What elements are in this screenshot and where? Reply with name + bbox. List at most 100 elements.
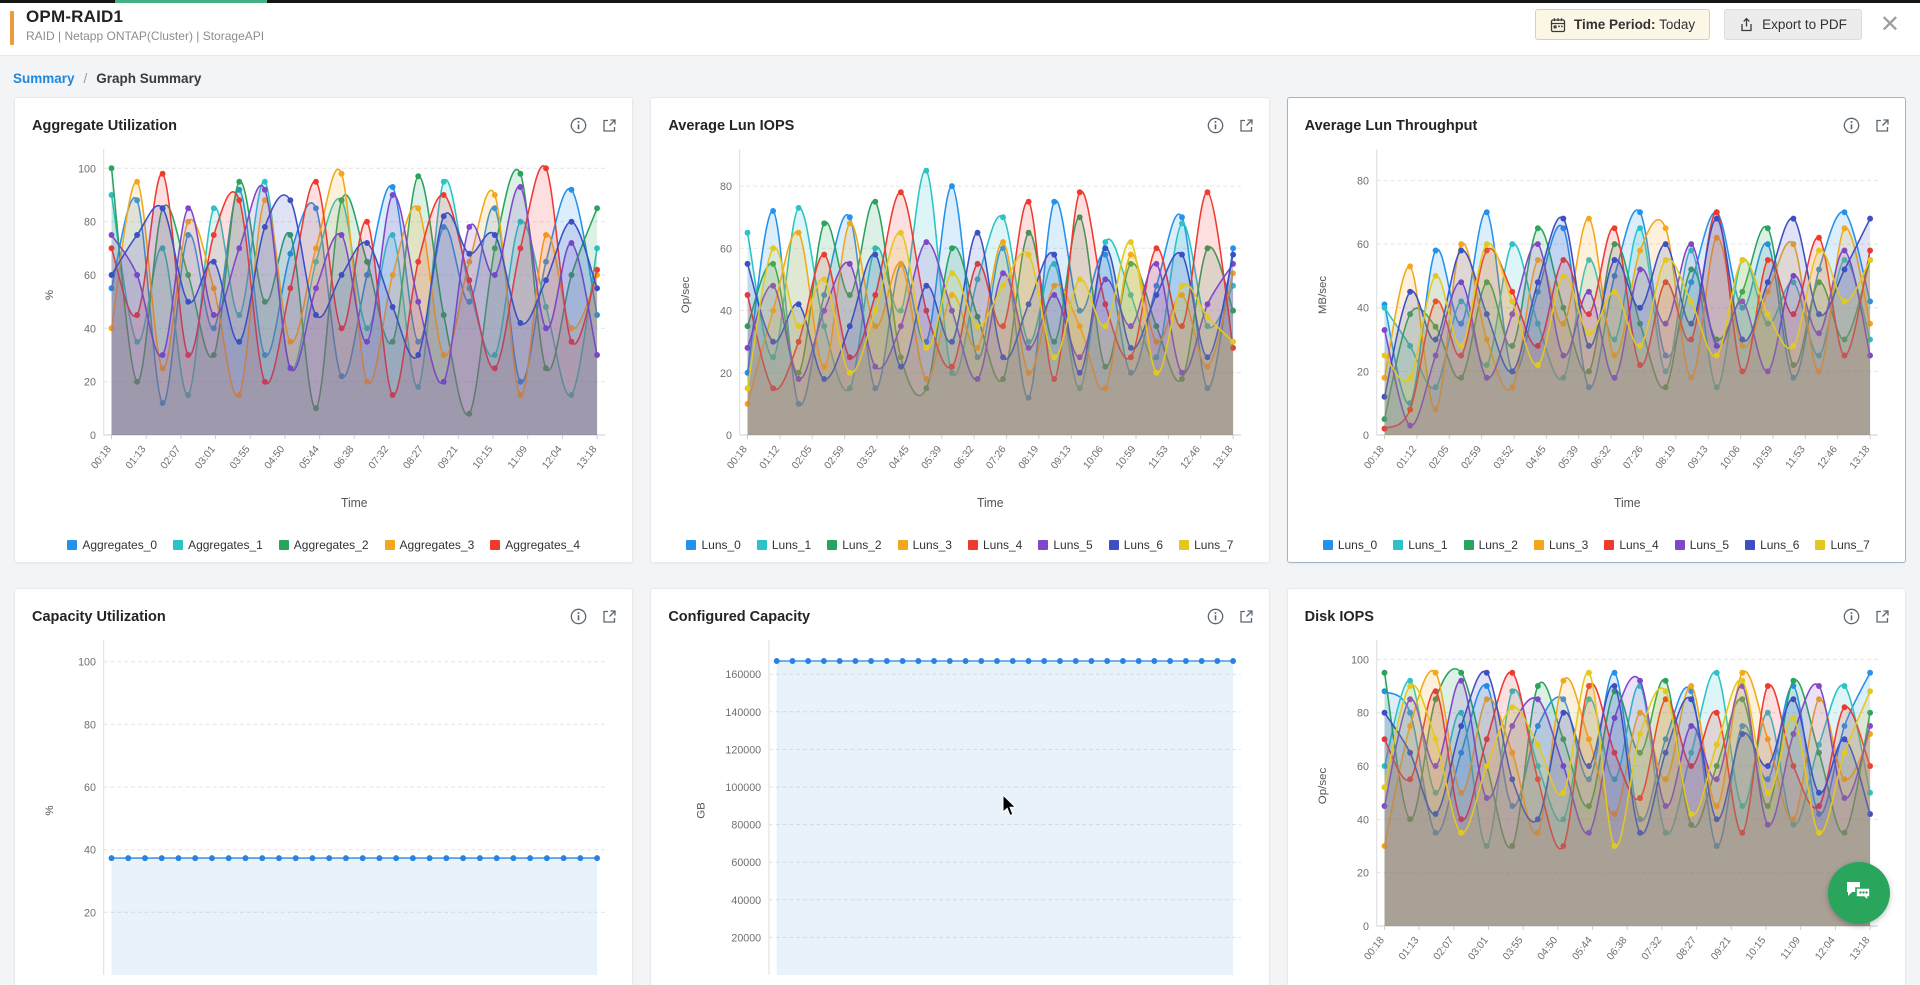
svg-text:07:32: 07:32 <box>1640 935 1664 963</box>
svg-text:09:13: 09:13 <box>1686 444 1710 472</box>
device-header: OPM-RAID1 RAID | Netapp ONTAP(Cluster) |… <box>0 0 1920 56</box>
svg-text:08:19: 08:19 <box>1654 444 1678 472</box>
svg-text:20000: 20000 <box>732 932 762 944</box>
svg-text:01:12: 01:12 <box>758 444 782 472</box>
svg-text:03:01: 03:01 <box>194 444 218 472</box>
svg-text:00:18: 00:18 <box>90 444 114 472</box>
info-icon[interactable] <box>570 608 587 625</box>
chart-canvas[interactable]: 0 20 40 60 80 100 00:18 01:13 02:07 03:01 03:55 04:… <box>15 140 632 532</box>
svg-text:12:04: 12:04 <box>540 444 564 472</box>
legend-item-Luns_6[interactable]: Luns_6 <box>1745 538 1799 552</box>
progress-segment <box>115 0 267 3</box>
svg-text:%: % <box>44 805 56 815</box>
legend-item-Luns_0[interactable]: Luns_0 <box>686 538 741 552</box>
svg-text:00:18: 00:18 <box>1362 935 1386 963</box>
chart-canvas[interactable]: 0 20 40 60 80 00:18 01:12 02:05 02:59 03:52 04:45 0… <box>1288 140 1905 532</box>
legend-item-Luns_3[interactable]: Luns_3 <box>1533 538 1588 552</box>
svg-text:03:01: 03:01 <box>1466 935 1490 963</box>
svg-text:03:55: 03:55 <box>228 444 252 472</box>
svg-text:0: 0 <box>726 430 732 442</box>
breadcrumb-current: Graph Summary <box>96 71 202 86</box>
svg-text:11:09: 11:09 <box>1779 935 1803 962</box>
svg-text:80: 80 <box>84 719 96 731</box>
svg-text:60: 60 <box>84 782 96 794</box>
chart-canvas[interactable]: 0 20 40 60 80 00:18 01:12 02:05 02:59 03:52 04:45 0… <box>651 140 1268 532</box>
chat-button[interactable] <box>1828 862 1890 924</box>
panel-capacity-utilization: Capacity Utilization 20 40 60 80 100% <box>14 588 634 985</box>
svg-text:13:18: 13:18 <box>1211 444 1235 472</box>
legend-item-Luns_6[interactable]: Luns_6 <box>1108 538 1163 552</box>
svg-text:05:39: 05:39 <box>1556 444 1580 472</box>
svg-text:03:52: 03:52 <box>1492 444 1516 472</box>
legend-item-Luns_0[interactable]: Luns_0 <box>1322 538 1377 552</box>
chart-legend: Luns_0 Luns_1 Luns_2 Luns_3 Luns_4 Luns_5 Luns… <box>651 532 1268 558</box>
svg-text:09:21: 09:21 <box>436 444 460 472</box>
chart-legend: Luns_0 Luns_1 Luns_2 Luns_3 Luns_4 Luns_5 Luns… <box>1288 532 1905 558</box>
close-icon[interactable]: ✕ <box>1879 10 1900 38</box>
svg-text:MB/sec: MB/sec <box>1317 276 1329 315</box>
chart-canvas[interactable]: 20000 40000 60000 80000 100000 120000 140000 16… <box>651 631 1268 985</box>
svg-text:80: 80 <box>1357 708 1369 720</box>
svg-text:20: 20 <box>1357 366 1369 378</box>
info-icon[interactable] <box>1843 117 1860 134</box>
svg-text:11:53: 11:53 <box>1147 444 1171 471</box>
svg-text:20: 20 <box>84 377 96 389</box>
legend-item-Luns_2[interactable]: Luns_2 <box>1463 538 1518 552</box>
breadcrumb-summary-link[interactable]: Summary <box>13 71 75 86</box>
time-period-button[interactable]: Time Period: Today <box>1535 9 1711 40</box>
panel-average-lun-throughput: Average Lun Throughput 0 20 40 60 80 00:18 01:… <box>1286 97 1906 563</box>
legend-item-Aggregates_0[interactable]: Aggregates_0 <box>67 538 157 552</box>
export-to-pdf-button[interactable]: Export to PDF <box>1724 9 1862 40</box>
svg-text:06:38: 06:38 <box>332 444 356 472</box>
legend-item-Luns_7[interactable]: Luns_7 <box>1179 538 1233 552</box>
open-in-new-icon[interactable] <box>601 608 618 625</box>
legend-item-Luns_4[interactable]: Luns_4 <box>967 538 1022 552</box>
legend-item-Luns_4[interactable]: Luns_4 <box>1604 538 1659 552</box>
info-icon[interactable] <box>570 117 587 134</box>
legend-item-Aggregates_4[interactable]: Aggregates_4 <box>490 538 580 552</box>
svg-text:0: 0 <box>1363 430 1369 442</box>
chart-canvas[interactable]: 0 20 40 60 80 100 00:18 01:13 02:07 03:01 03:55 04:… <box>1288 631 1905 985</box>
legend-item-Aggregates_1[interactable]: Aggregates_1 <box>173 538 263 552</box>
legend-item-Luns_7[interactable]: Luns_7 <box>1815 538 1870 552</box>
open-in-new-icon[interactable] <box>1874 608 1891 625</box>
svg-text:40: 40 <box>1357 303 1369 315</box>
svg-text:13:18: 13:18 <box>1848 444 1872 472</box>
legend-item-Luns_3[interactable]: Luns_3 <box>897 538 952 552</box>
legend-item-Luns_5[interactable]: Luns_5 <box>1038 538 1093 552</box>
open-in-new-icon[interactable] <box>1874 117 1891 134</box>
svg-text:20: 20 <box>720 368 732 380</box>
svg-text:140000: 140000 <box>726 707 762 719</box>
svg-text:07:26: 07:26 <box>1621 444 1645 472</box>
svg-text:Op/sec: Op/sec <box>681 276 693 313</box>
info-icon[interactable] <box>1843 608 1860 625</box>
panel-configured-capacity: Configured Capacity 20000 40000 60000 80000… <box>650 588 1270 985</box>
open-in-new-icon[interactable] <box>1238 608 1255 625</box>
legend-item-Luns_1[interactable]: Luns_1 <box>1393 538 1448 552</box>
svg-text:02:07: 02:07 <box>1432 935 1456 963</box>
svg-text:04:45: 04:45 <box>888 444 912 472</box>
open-in-new-icon[interactable] <box>601 117 618 134</box>
svg-text:10:15: 10:15 <box>471 444 495 472</box>
legend-item-Luns_2[interactable]: Luns_2 <box>827 538 882 552</box>
legend-item-Aggregates_3[interactable]: Aggregates_3 <box>384 538 474 552</box>
chart-canvas[interactable]: 20 40 60 80 100% <box>15 631 632 985</box>
open-in-new-icon[interactable] <box>1238 117 1255 134</box>
svg-text:09:21: 09:21 <box>1709 935 1733 963</box>
svg-text:03:55: 03:55 <box>1501 935 1525 963</box>
legend-item-Aggregates_2[interactable]: Aggregates_2 <box>278 538 369 552</box>
svg-text:0: 0 <box>90 430 96 442</box>
svg-text:60000: 60000 <box>732 857 762 869</box>
legend-item-Luns_1[interactable]: Luns_1 <box>756 538 811 552</box>
svg-text:Time: Time <box>1614 496 1641 510</box>
svg-text:06:32: 06:32 <box>1589 444 1613 472</box>
info-icon[interactable] <box>1207 117 1224 134</box>
info-icon[interactable] <box>1207 608 1224 625</box>
svg-text:05:44: 05:44 <box>298 444 322 472</box>
svg-text:11:09: 11:09 <box>506 444 530 471</box>
breadcrumb: Summary / Graph Summary <box>0 56 1920 97</box>
svg-text:02:07: 02:07 <box>159 444 183 472</box>
legend-item-Luns_5[interactable]: Luns_5 <box>1674 538 1729 552</box>
svg-text:04:50: 04:50 <box>1536 935 1560 963</box>
svg-text:00:18: 00:18 <box>726 444 750 472</box>
